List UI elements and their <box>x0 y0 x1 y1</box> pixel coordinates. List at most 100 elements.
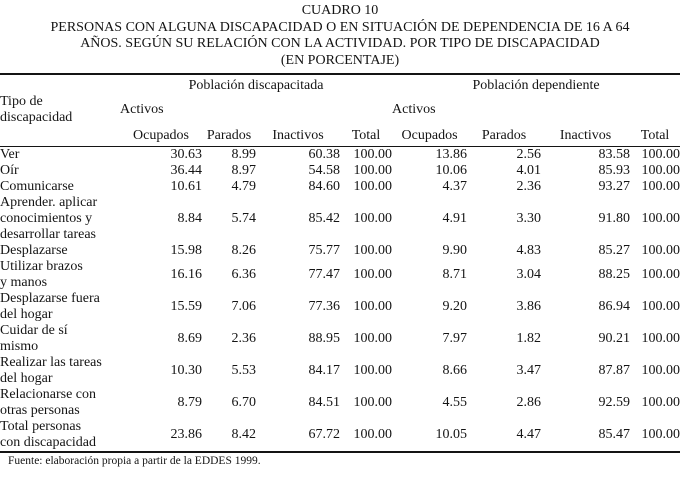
cell-value: 100.00 <box>353 243 393 258</box>
subgroup-activos-2: Activos <box>392 102 436 117</box>
cell-value: 7.97 <box>442 331 468 346</box>
cell-value: 100.00 <box>353 299 393 314</box>
row-label: Relacionarse con otras personas <box>0 387 97 418</box>
statistics-table: Población discapacitada Población depend… <box>0 73 680 453</box>
row-label: Total personas con discapacidad <box>0 419 97 450</box>
cell-value: 4.83 <box>516 243 542 258</box>
cell-value: 1.82 <box>516 331 542 346</box>
cell-value: 8.69 <box>177 331 203 346</box>
group-header-row: Población discapacitada Población depend… <box>0 74 680 94</box>
cell-value: 100.00 <box>641 363 680 378</box>
cell-value: 85.47 <box>598 427 631 442</box>
cell-value: 67.72 <box>308 427 341 442</box>
cell-value: 10.30 <box>170 363 203 378</box>
cell-value: 3.47 <box>516 363 542 378</box>
cell-value: 85.42 <box>308 211 341 226</box>
cell-value: 16.16 <box>170 267 203 282</box>
group-header-dependiente: Población dependiente <box>472 78 600 93</box>
cell-value: 2.86 <box>516 395 542 410</box>
cell-value: 15.59 <box>170 299 203 314</box>
cell-value: 100.00 <box>641 331 680 346</box>
cell-value: 4.55 <box>442 395 468 410</box>
cell-value: 8.84 <box>177 211 203 226</box>
cell-value: 8.97 <box>231 163 257 178</box>
row-header-tipo-de-discapacidad: Tipo de discapacidad <box>0 94 73 125</box>
empty-cell <box>0 126 120 147</box>
cell-value: 5.53 <box>231 363 257 378</box>
cell-value: 100.00 <box>641 395 680 410</box>
table-title: PERSONAS CON ALGUNA DISCAPACIDAD O EN SI… <box>50 19 630 68</box>
cell-value: 77.47 <box>308 267 341 282</box>
cell-value: 8.99 <box>231 147 257 162</box>
cell-value: 4.01 <box>516 163 542 178</box>
source-note: Fuente: elaboración propia a partir de l… <box>8 455 261 467</box>
empty-cell <box>541 94 680 126</box>
cell-value: 100.00 <box>353 331 393 346</box>
cell-value: 5.74 <box>231 211 257 226</box>
cell-value: 84.60 <box>308 179 341 194</box>
cell-value: 54.58 <box>308 163 341 178</box>
table-number: CUADRO 10 <box>301 3 379 18</box>
table-row: Desplazarse 15.98 8.26 75.77 100.00 9.90 4.83 8… <box>0 243 680 259</box>
cell-value: 4.79 <box>231 179 257 194</box>
cell-value: 75.77 <box>308 243 341 258</box>
col-header-total-1: Total <box>340 126 393 147</box>
col-header-ocupados-1: Ocupados <box>120 126 202 147</box>
table-row: Comunicarse 10.61 4.79 84.60 100.00 4.37 2.36 9… <box>0 179 680 195</box>
row-label: Oír <box>0 163 19 178</box>
subgroup-activos-1: Activos <box>120 102 164 117</box>
cell-value: 100.00 <box>641 147 680 162</box>
table-row: Desplazarse fuera del hogar 15.59 7.06 77.3… <box>0 291 680 323</box>
cell-value: 8.71 <box>442 267 468 282</box>
col-header-total-2: Total <box>630 126 680 147</box>
col-header-inactivos-1: Inactivos <box>256 126 340 147</box>
table-row: Total personas con discapacidad 23.86 8.42… <box>0 419 680 452</box>
table-row: Cuidar de sí mismo 8.69 2.36 88.95 100.00 7.9… <box>0 323 680 355</box>
cell-value: 77.36 <box>308 299 341 314</box>
cell-value: 36.44 <box>170 163 203 178</box>
cell-value: 100.00 <box>641 179 680 194</box>
cell-value: 6.36 <box>231 267 257 282</box>
cell-value: 84.17 <box>308 363 341 378</box>
cell-value: 100.00 <box>641 243 680 258</box>
row-label: Cuidar de sí mismo <box>0 323 68 354</box>
cell-value: 88.25 <box>598 267 631 282</box>
column-header-row: Ocupados Parados Inactivos Total Ocupado… <box>0 126 680 147</box>
cell-value: 93.27 <box>598 179 631 194</box>
cell-value: 100.00 <box>353 163 393 178</box>
row-label: Realizar las tareas del hogar <box>0 355 102 386</box>
cell-value: 85.93 <box>598 163 631 178</box>
table-row: Utilizar brazos y manos 16.16 6.36 77.47 100… <box>0 259 680 291</box>
cell-value: 86.94 <box>598 299 631 314</box>
cell-value: 3.04 <box>516 267 542 282</box>
col-header-parados-2: Parados <box>467 126 542 147</box>
cell-value: 8.42 <box>231 427 257 442</box>
cell-value: 10.05 <box>435 427 468 442</box>
row-label: Desplazarse fuera del hogar <box>0 291 100 322</box>
cell-value: 100.00 <box>641 267 680 282</box>
cell-value: 8.79 <box>177 395 203 410</box>
cell-value: 2.36 <box>516 179 542 194</box>
cell-value: 100.00 <box>353 267 393 282</box>
cell-value: 8.26 <box>231 243 257 258</box>
table-row: Aprender. aplicar conocimientos y desarr… <box>0 195 680 243</box>
cell-value: 85.27 <box>598 243 631 258</box>
table-row: Oír 36.44 8.97 54.58 100.00 10.06 4.01 85.93 100… <box>0 163 680 179</box>
cell-value: 2.56 <box>516 147 542 162</box>
row-label: Comunicarse <box>0 179 74 194</box>
cell-value: 87.87 <box>598 363 631 378</box>
empty-cell <box>0 74 120 94</box>
cell-value: 15.98 <box>170 243 203 258</box>
cell-value: 84.51 <box>308 395 341 410</box>
cell-value: 88.95 <box>308 331 341 346</box>
cell-value: 2.36 <box>231 331 257 346</box>
row-label: Utilizar brazos y manos <box>0 259 83 290</box>
cell-value: 30.63 <box>170 147 203 162</box>
table-row: Ver 30.63 8.99 60.38 100.00 13.86 2.56 83.58 100… <box>0 147 680 164</box>
col-header-ocupados-2: Ocupados <box>392 126 468 147</box>
cell-value: 100.00 <box>641 299 680 314</box>
cell-value: 4.37 <box>442 179 468 194</box>
cell-value: 83.58 <box>598 147 631 162</box>
cell-value: 100.00 <box>641 163 680 178</box>
